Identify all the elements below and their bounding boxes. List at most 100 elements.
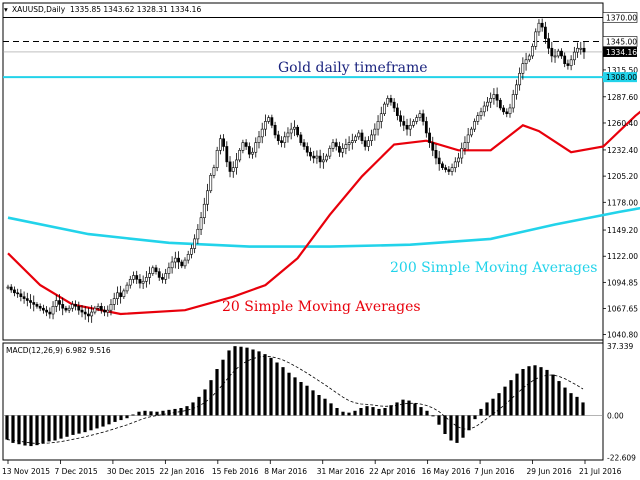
chart-menu-arrow-icon[interactable]: ▾ bbox=[4, 5, 8, 14]
candle bbox=[83, 306, 87, 320]
candle bbox=[32, 295, 36, 312]
macd-bar bbox=[461, 415, 465, 438]
candle bbox=[495, 87, 499, 108]
macd-bar bbox=[293, 377, 297, 416]
candle bbox=[70, 300, 74, 312]
candle bbox=[360, 129, 364, 145]
macd-bar bbox=[473, 415, 477, 420]
level-label-box bbox=[603, 46, 637, 57]
macd-bar bbox=[221, 359, 225, 416]
candle bbox=[22, 291, 26, 304]
price-tick-label: 1094.85 bbox=[607, 278, 638, 287]
candle bbox=[280, 136, 283, 148]
candle bbox=[106, 305, 110, 317]
macd-bar bbox=[179, 408, 183, 416]
candle bbox=[405, 118, 409, 136]
macd-bar bbox=[227, 350, 231, 416]
macd-bar bbox=[521, 369, 525, 416]
candle bbox=[93, 305, 97, 315]
candle bbox=[90, 305, 94, 323]
macd-bar bbox=[323, 398, 327, 416]
candle bbox=[498, 97, 502, 111]
candle bbox=[212, 164, 216, 179]
date-tick-label: 15 Feb 2016 bbox=[212, 467, 259, 476]
candle bbox=[386, 95, 390, 107]
candle bbox=[457, 152, 460, 168]
candle bbox=[421, 109, 425, 126]
title-annotation: Gold daily timeframe bbox=[278, 60, 428, 76]
macd-bar bbox=[413, 403, 417, 416]
macd-bar bbox=[365, 406, 369, 416]
macd-bar bbox=[455, 415, 459, 443]
macd-bar bbox=[53, 415, 57, 441]
candle bbox=[112, 292, 116, 311]
macd-bar bbox=[539, 367, 543, 416]
candle bbox=[154, 264, 158, 275]
candle bbox=[99, 302, 103, 314]
macd-bar bbox=[71, 415, 75, 435]
macd-bar bbox=[269, 357, 273, 416]
candle bbox=[264, 114, 267, 137]
candle bbox=[521, 57, 525, 80]
price-tick-label: 1149.20 bbox=[607, 226, 638, 235]
price-tick-label: 1205.20 bbox=[607, 172, 638, 181]
date-tick-label: 22 Apr 2016 bbox=[369, 467, 416, 476]
candle bbox=[370, 129, 374, 146]
candle bbox=[550, 41, 554, 63]
candle bbox=[167, 262, 171, 279]
candle bbox=[296, 124, 300, 138]
candle bbox=[357, 130, 361, 140]
candle bbox=[579, 41, 583, 55]
price-tick-label: 1287.60 bbox=[607, 93, 638, 102]
date-tick-label: 13 Nov 2015 bbox=[2, 467, 50, 476]
macd-bar bbox=[239, 346, 243, 416]
candle bbox=[363, 136, 367, 151]
macd-bar bbox=[335, 408, 339, 416]
candle bbox=[228, 156, 232, 178]
candle bbox=[74, 300, 77, 311]
candle bbox=[367, 136, 370, 152]
candle bbox=[157, 268, 161, 281]
candle bbox=[318, 149, 322, 169]
candle bbox=[489, 92, 493, 108]
candle bbox=[247, 142, 251, 159]
candle bbox=[437, 151, 441, 171]
macd-bar bbox=[389, 405, 393, 416]
macd-bar bbox=[407, 400, 411, 416]
macd-bar bbox=[527, 366, 531, 416]
candle bbox=[511, 89, 515, 113]
candles bbox=[6, 18, 586, 323]
level-label: 1370.00 bbox=[606, 13, 637, 22]
candle bbox=[173, 251, 177, 269]
candle bbox=[286, 127, 290, 143]
macd-bar bbox=[281, 367, 285, 416]
macd-bar bbox=[83, 415, 87, 433]
candle bbox=[415, 114, 419, 125]
candle bbox=[19, 289, 23, 302]
candle bbox=[469, 126, 473, 138]
macd-bar bbox=[287, 372, 291, 416]
candle bbox=[302, 139, 306, 150]
macd-bar bbox=[113, 415, 117, 422]
candle bbox=[502, 105, 505, 115]
macd-bar bbox=[125, 415, 129, 419]
candle bbox=[576, 42, 579, 58]
candle bbox=[231, 161, 235, 178]
candle bbox=[463, 136, 467, 155]
candle bbox=[547, 32, 551, 55]
candle bbox=[260, 122, 264, 144]
candle bbox=[572, 46, 576, 66]
price-tick-label: 1040.80 bbox=[607, 330, 638, 339]
macd-bar bbox=[371, 407, 375, 416]
candle bbox=[199, 211, 203, 236]
price-axis: 1040.80 1067.65 1094.85 1122.00 1149.20 1178.… bbox=[603, 66, 638, 339]
macd-bar bbox=[167, 409, 171, 416]
macd-bar bbox=[149, 411, 153, 416]
candle bbox=[276, 130, 280, 145]
candle bbox=[128, 275, 132, 289]
candle bbox=[373, 123, 377, 141]
macd-bar bbox=[119, 415, 123, 421]
candle bbox=[151, 265, 155, 276]
macd-bar bbox=[557, 381, 561, 416]
